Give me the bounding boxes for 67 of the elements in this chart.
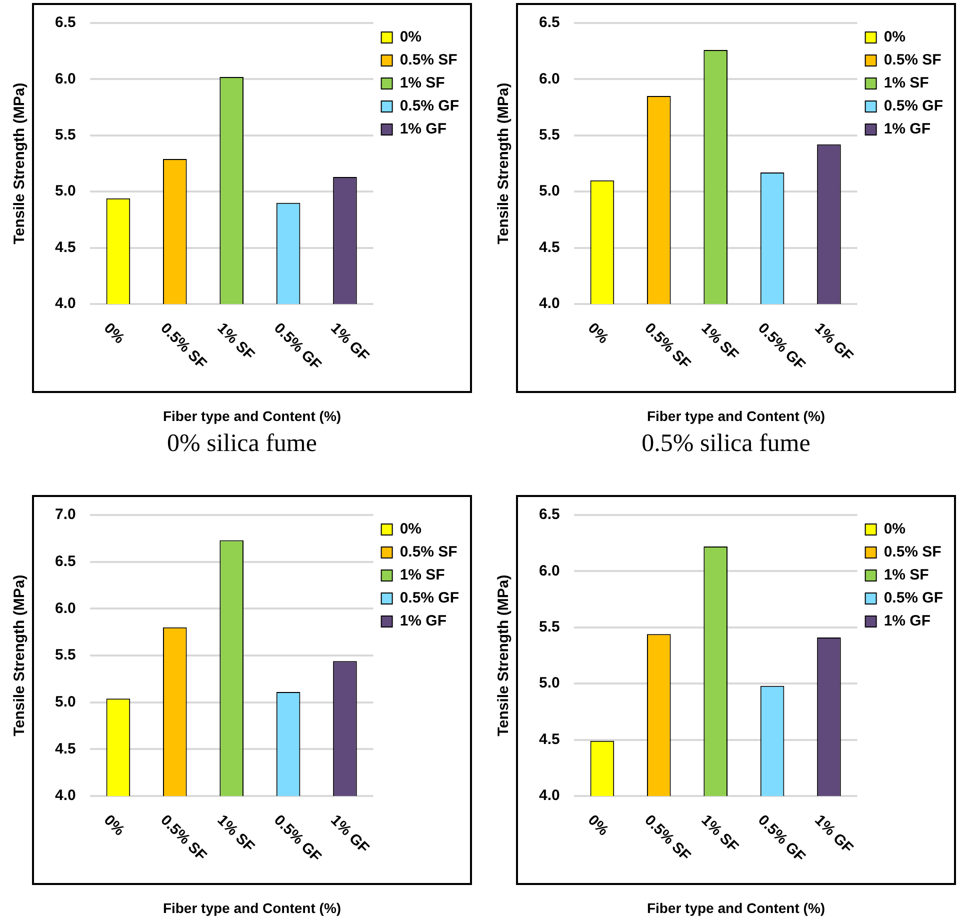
x-tick-label: 0% (100, 812, 128, 840)
x-tick-label: 1% GF (811, 812, 856, 857)
y-tick-label: 6.0 (54, 70, 76, 88)
y-tick-label: 6.5 (54, 14, 76, 32)
legend-label: 0.5% SF (884, 52, 942, 69)
x-tick-label: 1% SF (214, 320, 258, 364)
y-tick-label: 4.0 (538, 787, 560, 804)
legend-label: 1% SF (400, 566, 445, 584)
x-tick-label: 0% (584, 320, 612, 348)
y-tick-label: 4.0 (54, 787, 76, 804)
legend-label: 0.5% GF (400, 98, 459, 115)
text: 0.5% silica fume (642, 430, 810, 458)
y-tick-label: 5.5 (54, 126, 76, 144)
legend-label: 1% SF (400, 74, 445, 92)
legend-label: 0.5% GF (884, 98, 943, 115)
x-tick-label: 0% (100, 320, 128, 348)
x-tick-label: 1% SF (214, 812, 258, 856)
legend-label: 0.5% SF (400, 52, 458, 69)
y-axis-title: Tensile Strength (MPa) (495, 82, 512, 244)
y-tick-label: 4.5 (538, 730, 560, 748)
legend-label: 0.5% GF (400, 590, 459, 607)
legend-label: 1% GF (400, 612, 446, 630)
legend-label: 0% (884, 520, 906, 538)
y-tick-label: 4.5 (54, 740, 76, 758)
legend-label: 1% SF (884, 566, 929, 584)
y-tick-label: 5.5 (538, 618, 560, 636)
x-axis-title: Fiber type and Content (%) (646, 900, 826, 916)
y-tick-label: 4.5 (54, 238, 76, 256)
x-tick-label: 1% SF (698, 812, 742, 856)
y-tick-label: 6.0 (538, 70, 560, 88)
y-tick-label: 4.0 (538, 295, 560, 312)
y-tick-label: 6.5 (538, 506, 560, 524)
legend-label: 1% SF (884, 74, 929, 92)
legend-label: 0% (400, 520, 422, 538)
x-axis-title: Fiber type and Content (%) (162, 408, 342, 424)
x-tick-label: 1% GF (811, 320, 856, 365)
y-tick-label: 6.5 (54, 552, 76, 570)
legend-label: 0.5% GF (884, 590, 943, 607)
x-tick-label: 0% (584, 812, 612, 840)
y-tick-label: 6.0 (538, 562, 560, 580)
x-axis-title: Fiber type and Content (%) (646, 408, 826, 424)
legend-label: 0% (400, 28, 422, 46)
y-tick-label: 7.0 (54, 506, 76, 524)
y-tick-label: 5.0 (538, 674, 560, 692)
y-tick-label: 5.0 (538, 182, 560, 200)
x-tick-label: 1% GF (327, 812, 372, 857)
y-tick-label: 5.5 (538, 126, 560, 144)
y-axis-title: Tensile Strength (MPa) (11, 82, 28, 244)
legend-label: 1% GF (884, 120, 930, 138)
legend-label: 1% GF (884, 612, 930, 630)
y-axis-title: Tensile Strength (MPa) (495, 574, 512, 736)
legend-label: 0.5% SF (400, 544, 458, 561)
y-tick-label: 5.5 (54, 646, 76, 664)
y-tick-label: 5.0 (54, 693, 76, 710)
x-tick-label: 1% SF (698, 320, 742, 364)
x-axis-title: Fiber type and Content (%) (162, 900, 342, 916)
y-tick-label: 6.0 (54, 600, 76, 617)
x-tick-label: 1% GF (327, 320, 372, 365)
y-axis-title: Tensile Strength (MPa) (11, 574, 28, 736)
legend-label: 1% GF (400, 120, 446, 138)
y-tick-label: 4.0 (54, 295, 76, 312)
text: 0% silica fume (167, 430, 317, 458)
y-tick-label: 5.0 (54, 182, 76, 200)
legend-label: 0% (884, 28, 906, 46)
y-tick-label: 6.5 (538, 14, 560, 32)
y-tick-label: 4.5 (538, 238, 560, 256)
legend-label: 0.5% SF (884, 544, 942, 561)
